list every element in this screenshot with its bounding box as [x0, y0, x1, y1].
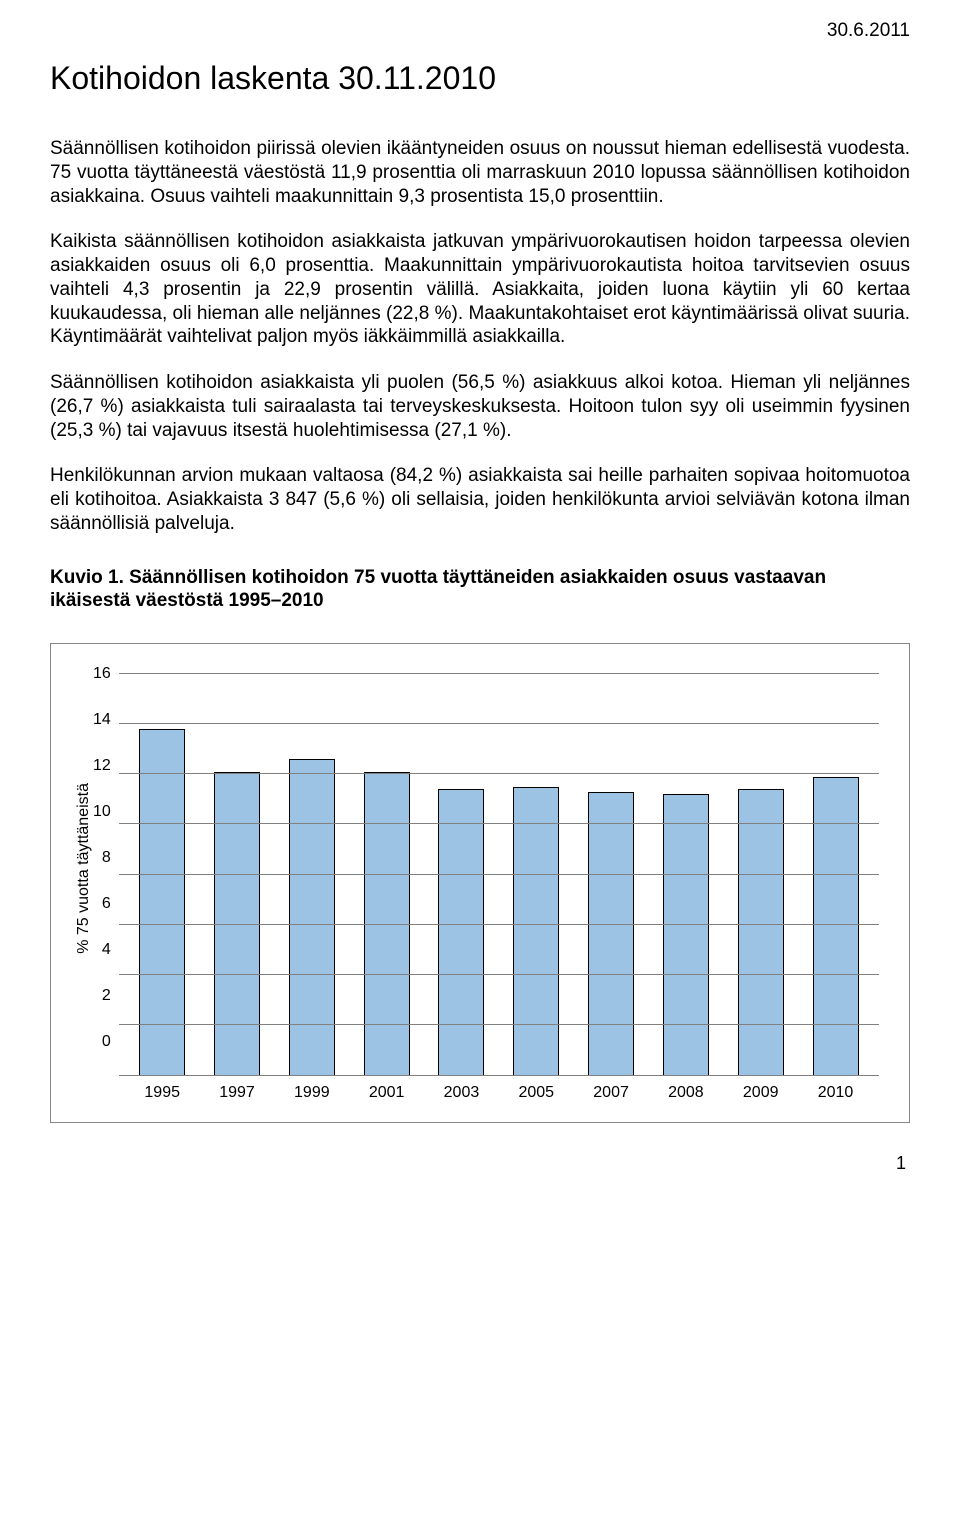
grid-line — [119, 874, 879, 875]
paragraph-3: Säännöllisen kotihoidon asiakkaista yli … — [50, 371, 910, 442]
y-tick-label: 6 — [102, 894, 111, 914]
page-number: 1 — [50, 1153, 910, 1174]
chart-bar — [588, 792, 634, 1075]
document-date: 30.6.2011 — [827, 20, 910, 42]
grid-line — [119, 773, 879, 774]
x-tick-label: 1995 — [139, 1084, 185, 1102]
y-tick-label: 8 — [102, 848, 111, 868]
y-tick-label: 2 — [102, 986, 111, 1006]
y-tick-label: 0 — [102, 1032, 111, 1052]
chart-container: % 75 vuotta täyttäneistä 16 14 12 10 8 6 4 2 0 1… — [50, 643, 910, 1123]
y-tick-label: 16 — [93, 664, 111, 684]
x-tick-label: 2003 — [438, 1084, 484, 1102]
y-tick-label: 14 — [93, 710, 111, 730]
y-tick-label: 4 — [102, 940, 111, 960]
chart-bar — [813, 777, 859, 1075]
grid-line — [119, 823, 879, 824]
grid-line — [119, 1024, 879, 1025]
x-tick-label: 2008 — [663, 1084, 709, 1102]
grid-line — [119, 673, 879, 674]
x-tick-label: 2007 — [588, 1084, 634, 1102]
y-axis-ticks: 16 14 12 10 8 6 4 2 0 — [93, 664, 119, 1052]
x-axis-ticks: 1995 1997 1999 2001 2003 2005 2007 2008 2009 2010 — [119, 1076, 879, 1102]
chart-bar — [438, 789, 484, 1075]
paragraph-2: Kaikista säännöllisen kotihoidon asiakka… — [50, 230, 910, 349]
grid-line — [119, 723, 879, 724]
x-tick-label: 1997 — [214, 1084, 260, 1102]
chart-bar — [663, 794, 709, 1075]
chart-plot-area — [119, 674, 879, 1076]
chart-bar — [513, 787, 559, 1075]
paragraph-4: Henkilökunnan arvion mukaan valtaosa (84… — [50, 464, 910, 535]
chart-bar — [289, 759, 335, 1075]
y-tick-label: 12 — [93, 756, 111, 776]
page-title: Kotihoidon laskenta 30.11.2010 — [50, 60, 910, 97]
chart-bars — [119, 674, 879, 1075]
y-tick-label: 10 — [93, 802, 111, 822]
x-tick-label: 1999 — [289, 1084, 335, 1102]
x-tick-label: 2005 — [513, 1084, 559, 1102]
x-tick-label: 2010 — [813, 1084, 859, 1102]
x-tick-label: 2001 — [364, 1084, 410, 1102]
y-axis-label: % 75 vuotta täyttäneistä — [71, 783, 93, 954]
grid-line — [119, 974, 879, 975]
grid-line — [119, 924, 879, 925]
chart-title: Kuvio 1. Säännöllisen kotihoidon 75 vuot… — [50, 566, 910, 614]
chart-bar — [738, 789, 784, 1075]
x-tick-label: 2009 — [738, 1084, 784, 1102]
paragraph-1: Säännöllisen kotihoidon piirissä olevien… — [50, 137, 910, 208]
